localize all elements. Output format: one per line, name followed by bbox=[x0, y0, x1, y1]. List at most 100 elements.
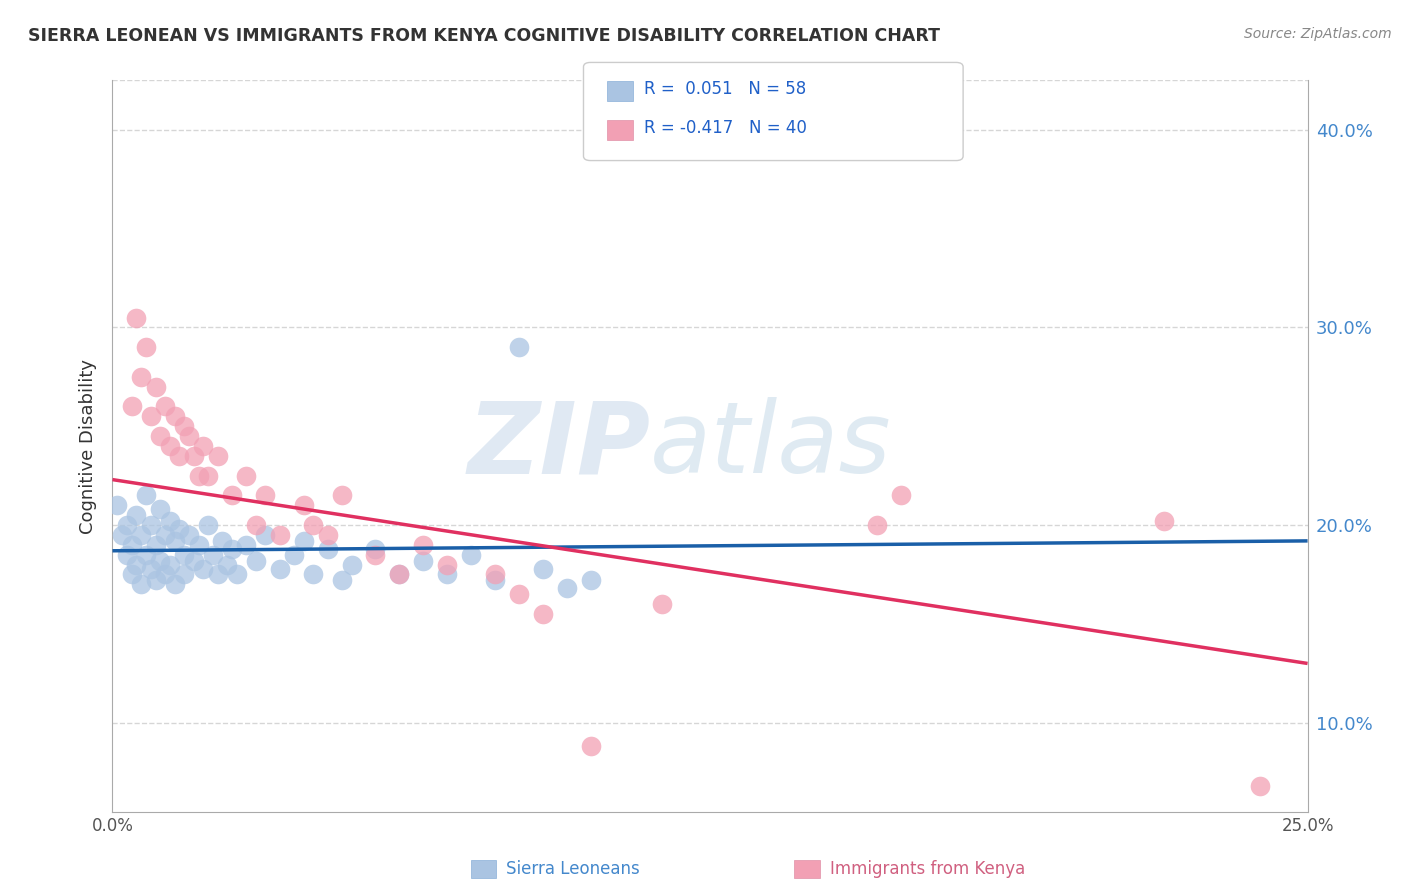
Point bbox=[135, 548, 157, 562]
Point bbox=[169, 522, 191, 536]
Text: Source: ZipAtlas.com: Source: ZipAtlas.com bbox=[1244, 27, 1392, 41]
Point bbox=[111, 528, 134, 542]
Text: atlas: atlas bbox=[650, 398, 891, 494]
Point bbox=[269, 528, 291, 542]
Point bbox=[221, 541, 243, 556]
Text: R = -0.417   N = 40: R = -0.417 N = 40 bbox=[644, 119, 807, 136]
Point bbox=[436, 567, 458, 582]
Point bbox=[207, 567, 229, 582]
Point bbox=[412, 554, 434, 568]
Point bbox=[197, 518, 219, 533]
Point bbox=[217, 558, 239, 572]
Point bbox=[177, 429, 200, 443]
Point bbox=[163, 533, 186, 548]
Point bbox=[388, 567, 411, 582]
Point bbox=[254, 488, 277, 502]
Point bbox=[364, 541, 387, 556]
Point bbox=[125, 310, 148, 325]
Point bbox=[254, 528, 277, 542]
Point bbox=[292, 498, 315, 512]
Point bbox=[153, 400, 176, 414]
Point bbox=[129, 369, 152, 384]
Point bbox=[651, 597, 673, 611]
Point bbox=[316, 541, 339, 556]
Point bbox=[149, 429, 172, 443]
Point bbox=[269, 561, 291, 575]
Point bbox=[531, 607, 554, 621]
Point bbox=[105, 498, 128, 512]
Point bbox=[555, 582, 578, 596]
Point bbox=[1249, 779, 1271, 793]
Point bbox=[145, 538, 167, 552]
Point bbox=[484, 574, 506, 588]
Point bbox=[866, 518, 889, 533]
Point bbox=[129, 577, 152, 591]
Point bbox=[177, 528, 200, 542]
Text: SIERRA LEONEAN VS IMMIGRANTS FROM KENYA COGNITIVE DISABILITY CORRELATION CHART: SIERRA LEONEAN VS IMMIGRANTS FROM KENYA … bbox=[28, 27, 941, 45]
Point bbox=[121, 567, 143, 582]
Point bbox=[121, 400, 143, 414]
Point bbox=[173, 548, 195, 562]
Point bbox=[316, 528, 339, 542]
Point bbox=[207, 449, 229, 463]
Point bbox=[412, 538, 434, 552]
Point bbox=[364, 548, 387, 562]
Point bbox=[135, 340, 157, 354]
Point bbox=[163, 409, 186, 424]
Text: ZIP: ZIP bbox=[467, 398, 650, 494]
Point bbox=[302, 518, 325, 533]
Point bbox=[173, 567, 195, 582]
Point bbox=[890, 488, 912, 502]
Point bbox=[193, 439, 215, 453]
Point bbox=[330, 574, 353, 588]
Point bbox=[139, 518, 162, 533]
Point bbox=[193, 561, 215, 575]
Point bbox=[129, 528, 152, 542]
Point bbox=[292, 533, 315, 548]
Y-axis label: Cognitive Disability: Cognitive Disability bbox=[79, 359, 97, 533]
Point bbox=[531, 561, 554, 575]
Text: Sierra Leoneans: Sierra Leoneans bbox=[506, 860, 640, 878]
Point bbox=[1153, 514, 1175, 528]
Point bbox=[139, 561, 162, 575]
Point bbox=[436, 558, 458, 572]
Point bbox=[245, 518, 267, 533]
Point bbox=[197, 468, 219, 483]
Point bbox=[508, 340, 530, 354]
Point bbox=[221, 488, 243, 502]
Point bbox=[579, 739, 602, 754]
Point bbox=[330, 488, 353, 502]
Point bbox=[159, 558, 181, 572]
Point bbox=[508, 587, 530, 601]
Point bbox=[183, 449, 205, 463]
Point bbox=[579, 574, 602, 588]
Point bbox=[388, 567, 411, 582]
Point bbox=[302, 567, 325, 582]
Point bbox=[139, 409, 162, 424]
Point bbox=[183, 554, 205, 568]
Point bbox=[153, 567, 176, 582]
Point bbox=[159, 439, 181, 453]
Point bbox=[145, 380, 167, 394]
Point bbox=[121, 538, 143, 552]
Point bbox=[153, 528, 176, 542]
Point bbox=[115, 518, 138, 533]
Point bbox=[169, 449, 191, 463]
Point bbox=[283, 548, 305, 562]
Point bbox=[145, 574, 167, 588]
Point bbox=[135, 488, 157, 502]
Point bbox=[125, 558, 148, 572]
Point bbox=[159, 514, 181, 528]
Point bbox=[187, 468, 209, 483]
Point bbox=[235, 538, 257, 552]
Point bbox=[115, 548, 138, 562]
Point bbox=[173, 419, 195, 434]
Text: R =  0.051   N = 58: R = 0.051 N = 58 bbox=[644, 80, 806, 98]
Point bbox=[225, 567, 247, 582]
Point bbox=[187, 538, 209, 552]
Point bbox=[460, 548, 482, 562]
Point bbox=[125, 508, 148, 523]
Point bbox=[149, 554, 172, 568]
Point bbox=[201, 548, 224, 562]
Point bbox=[211, 533, 233, 548]
